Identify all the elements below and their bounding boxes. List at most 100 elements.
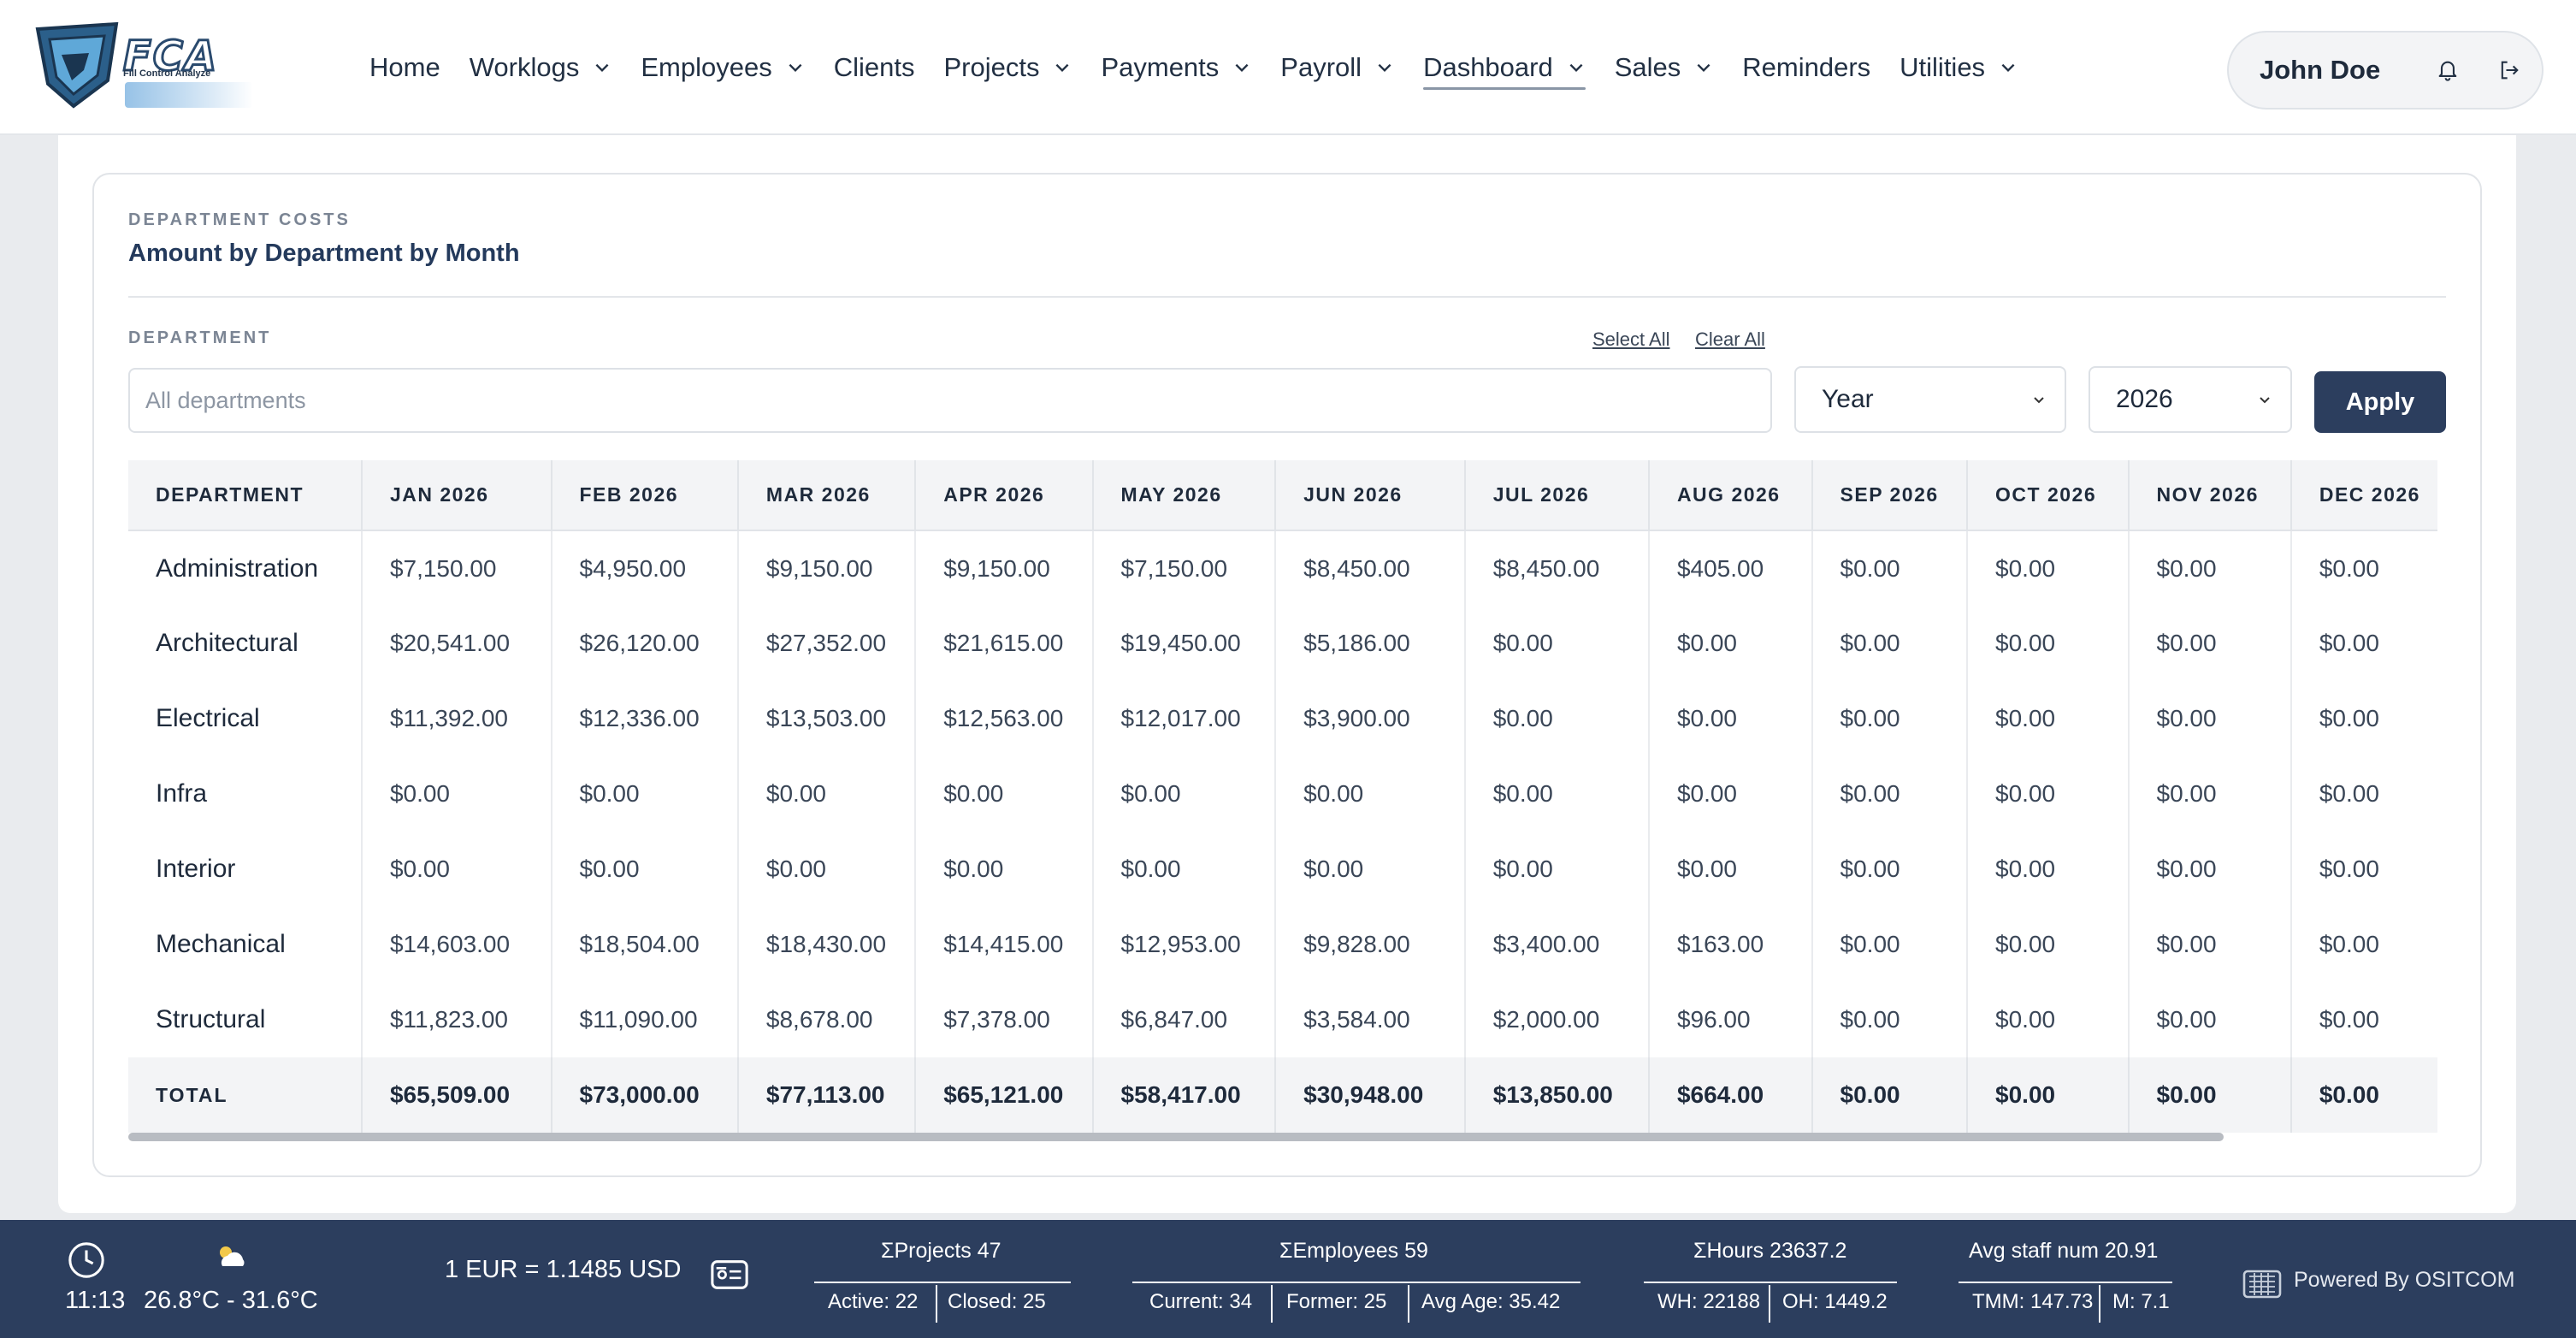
hours-separator <box>1769 1285 1770 1323</box>
amount-cell: $6,847.00 <box>1092 982 1277 1057</box>
total-amount-cell: $0.00 <box>2128 1057 2292 1133</box>
table-row: Mechanical $14,603.00 $18,504.00 $18,430.00… <box>128 907 2437 982</box>
amount-cell: $0.00 <box>1811 832 1969 907</box>
amount-cell: $3,900.00 <box>1275 681 1466 756</box>
projects-divider <box>814 1282 1071 1283</box>
clear-all-link[interactable]: Clear All <box>1695 329 1765 350</box>
card-divider <box>128 296 2446 298</box>
amount-cell: $5,186.00 <box>1275 606 1466 681</box>
amount-cell: $8,678.00 <box>737 982 917 1057</box>
status-footer: 11:13 26.8°C - 31.6°C 1 EUR = 1.1485 USD… <box>0 1220 2576 1338</box>
total-label-cell: TOTAL <box>128 1057 363 1133</box>
amount-cell: $0.00 <box>2290 606 2437 681</box>
column-header-month[interactable]: SEP 2026 <box>1811 460 1969 531</box>
nav-item-projects[interactable]: Projects <box>943 42 1072 93</box>
year-select[interactable]: 2026 <box>2089 366 2292 433</box>
amount-cell: $13,503.00 <box>737 681 917 756</box>
amount-cell: $26,120.00 <box>551 606 739 681</box>
amount-cell: $18,430.00 <box>737 907 917 982</box>
column-header-month[interactable]: JAN 2026 <box>361 460 552 531</box>
nav-item-payroll[interactable]: Payroll <box>1280 42 1394 93</box>
nav-item-clients[interactable]: Clients <box>834 42 915 93</box>
table-row: Structural $11,823.00 $11,090.00 $8,678.00 $… <box>128 982 2437 1057</box>
chevron-down-icon <box>1378 63 1391 73</box>
year-select-value: 2026 <box>2116 385 2173 413</box>
amount-cell: $12,336.00 <box>551 681 739 756</box>
hours-wh: WH: 22188 <box>1657 1290 1761 1313</box>
department-cost-table[interactable]: DEPARTMENT JAN 2026 FEB 2026 MAR 2026 APR 20… <box>128 460 2437 1134</box>
column-header-month[interactable]: FEB 2026 <box>551 460 739 531</box>
column-header-month[interactable]: APR 2026 <box>915 460 1094 531</box>
amount-cell: $0.00 <box>1464 832 1650 907</box>
amount-cell: $0.00 <box>1811 907 1969 982</box>
nav-item-payments[interactable]: Payments <box>1101 42 1251 93</box>
chevron-down-icon <box>2001 63 2015 73</box>
amount-cell: $11,823.00 <box>361 982 552 1057</box>
id-card-icon[interactable] <box>710 1258 749 1292</box>
department-input[interactable] <box>128 368 1772 433</box>
amount-cell: $0.00 <box>1967 982 2130 1057</box>
nav-item-sales[interactable]: Sales <box>1615 42 1714 93</box>
column-header-department[interactable]: DEPARTMENT <box>128 460 363 531</box>
column-header-month[interactable]: DEC 2026 <box>2290 460 2437 531</box>
amount-cell: $8,450.00 <box>1464 530 1650 606</box>
amount-cell: $9,828.00 <box>1275 907 1466 982</box>
nav-item-label: Reminders <box>1742 52 1871 82</box>
nav-item-home[interactable]: Home <box>369 42 440 93</box>
nav-item-label: Payroll <box>1280 52 1362 82</box>
amount-cell: $0.00 <box>1967 530 2130 606</box>
nav-item-utilities[interactable]: Utilities <box>1900 42 2018 93</box>
column-header-month[interactable]: MAR 2026 <box>737 460 917 531</box>
department-filter-label: DEPARTMENT <box>128 329 272 347</box>
column-header-month[interactable]: OCT 2026 <box>1967 460 2130 531</box>
department-name-cell: Electrical <box>128 681 363 756</box>
column-header-month[interactable]: JUN 2026 <box>1275 460 1466 531</box>
amount-cell: $405.00 <box>1648 530 1813 606</box>
amount-cell: $0.00 <box>2128 982 2292 1057</box>
nav-item-worklogs[interactable]: Worklogs <box>470 42 612 93</box>
amount-cell: $3,584.00 <box>1275 982 1466 1057</box>
amount-cell: $0.00 <box>2290 832 2437 907</box>
amount-cell: $0.00 <box>2128 907 2292 982</box>
fca-logo[interactable]: FCA Fill Control Analyze <box>32 21 255 113</box>
logo-text: FCA <box>121 32 219 82</box>
employees-total: ΣEmployees 59 <box>1279 1239 1428 1263</box>
horizontal-scrollbar[interactable] <box>128 1133 2224 1141</box>
period-select[interactable]: Year <box>1794 366 2066 433</box>
amount-cell: $0.00 <box>1811 681 1969 756</box>
column-header-month[interactable]: JUL 2026 <box>1464 460 1650 531</box>
staff-divider <box>1959 1282 2172 1283</box>
amount-cell: $14,415.00 <box>915 907 1094 982</box>
logo-subtitle: Fill Control Analyze <box>123 68 211 79</box>
nav-item-label: Clients <box>833 52 915 82</box>
amount-cell: $0.00 <box>2290 681 2437 756</box>
clock-time: 11:13 <box>65 1287 126 1314</box>
staff-tmm: TMM: 147.73 <box>1972 1290 2094 1313</box>
amount-cell: $0.00 <box>1648 681 1813 756</box>
amount-cell: $8,450.00 <box>1275 530 1466 606</box>
exchange-rate: 1 EUR = 1.1485 USD <box>445 1256 682 1283</box>
column-header-month[interactable]: MAY 2026 <box>1092 460 1277 531</box>
nav-item-employees[interactable]: Employees <box>641 42 804 93</box>
employees-former: Former: 25 <box>1286 1290 1387 1313</box>
apply-button[interactable]: Apply <box>2314 371 2446 433</box>
logout-icon[interactable] <box>2497 57 2521 83</box>
chevron-down-icon <box>1235 63 1249 73</box>
select-all-link[interactable]: Select All <box>1592 329 1670 350</box>
nav-item-reminders[interactable]: Reminders <box>1742 42 1870 93</box>
staff-average: Avg staff num 20.91 <box>1969 1239 2159 1263</box>
nav-item-dashboard[interactable]: Dashboard <box>1423 42 1586 93</box>
nav-item-label: Employees <box>641 52 772 82</box>
ositcom-logo-icon <box>2242 1270 2282 1299</box>
user-name[interactable]: John Doe <box>2260 55 2381 85</box>
table-row: Infra $0.00 $0.00 $0.00 $0.00 $0.00 $0.00 $0.00… <box>128 756 2437 832</box>
amount-cell: $0.00 <box>2290 982 2437 1057</box>
employees-separator <box>1408 1285 1409 1323</box>
column-header-month[interactable]: AUG 2026 <box>1648 460 1813 531</box>
amount-cell: $0.00 <box>1811 530 1969 606</box>
column-header-month[interactable]: NOV 2026 <box>2128 460 2292 531</box>
bell-icon[interactable] <box>2436 57 2460 83</box>
amount-cell: $9,150.00 <box>915 530 1094 606</box>
chevron-down-icon <box>2034 397 2044 404</box>
staff-m: M: 7.1 <box>2112 1290 2170 1313</box>
